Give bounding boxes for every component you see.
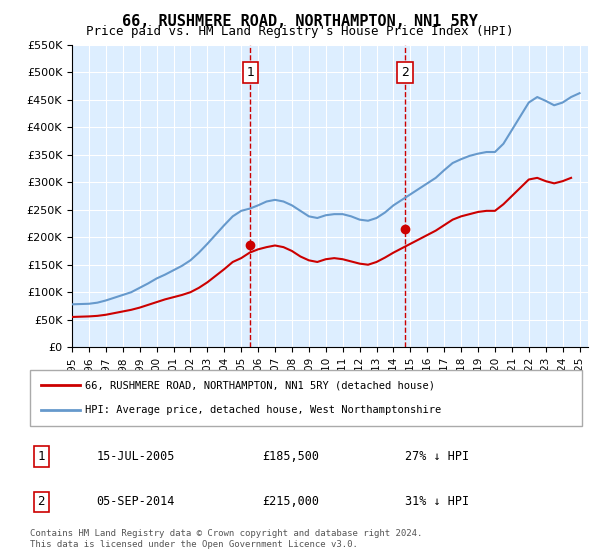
Text: £215,000: £215,000 bbox=[262, 495, 319, 508]
Text: Price paid vs. HM Land Registry's House Price Index (HPI): Price paid vs. HM Land Registry's House … bbox=[86, 25, 514, 38]
Text: 2: 2 bbox=[401, 66, 409, 79]
Text: HPI: Average price, detached house, West Northamptonshire: HPI: Average price, detached house, West… bbox=[85, 405, 442, 415]
Text: 15-JUL-2005: 15-JUL-2005 bbox=[96, 450, 175, 463]
Text: 27% ↓ HPI: 27% ↓ HPI bbox=[406, 450, 469, 463]
Text: 66, RUSHMERE ROAD, NORTHAMPTON, NN1 5RY (detached house): 66, RUSHMERE ROAD, NORTHAMPTON, NN1 5RY … bbox=[85, 380, 435, 390]
Text: 05-SEP-2014: 05-SEP-2014 bbox=[96, 495, 175, 508]
Text: 1: 1 bbox=[37, 450, 45, 463]
FancyBboxPatch shape bbox=[30, 370, 582, 426]
Text: £185,500: £185,500 bbox=[262, 450, 319, 463]
Text: 1: 1 bbox=[247, 66, 254, 79]
Text: 66, RUSHMERE ROAD, NORTHAMPTON, NN1 5RY: 66, RUSHMERE ROAD, NORTHAMPTON, NN1 5RY bbox=[122, 14, 478, 29]
Text: 2: 2 bbox=[37, 495, 45, 508]
Text: Contains HM Land Registry data © Crown copyright and database right 2024.
This d: Contains HM Land Registry data © Crown c… bbox=[30, 529, 422, 549]
Text: 31% ↓ HPI: 31% ↓ HPI bbox=[406, 495, 469, 508]
